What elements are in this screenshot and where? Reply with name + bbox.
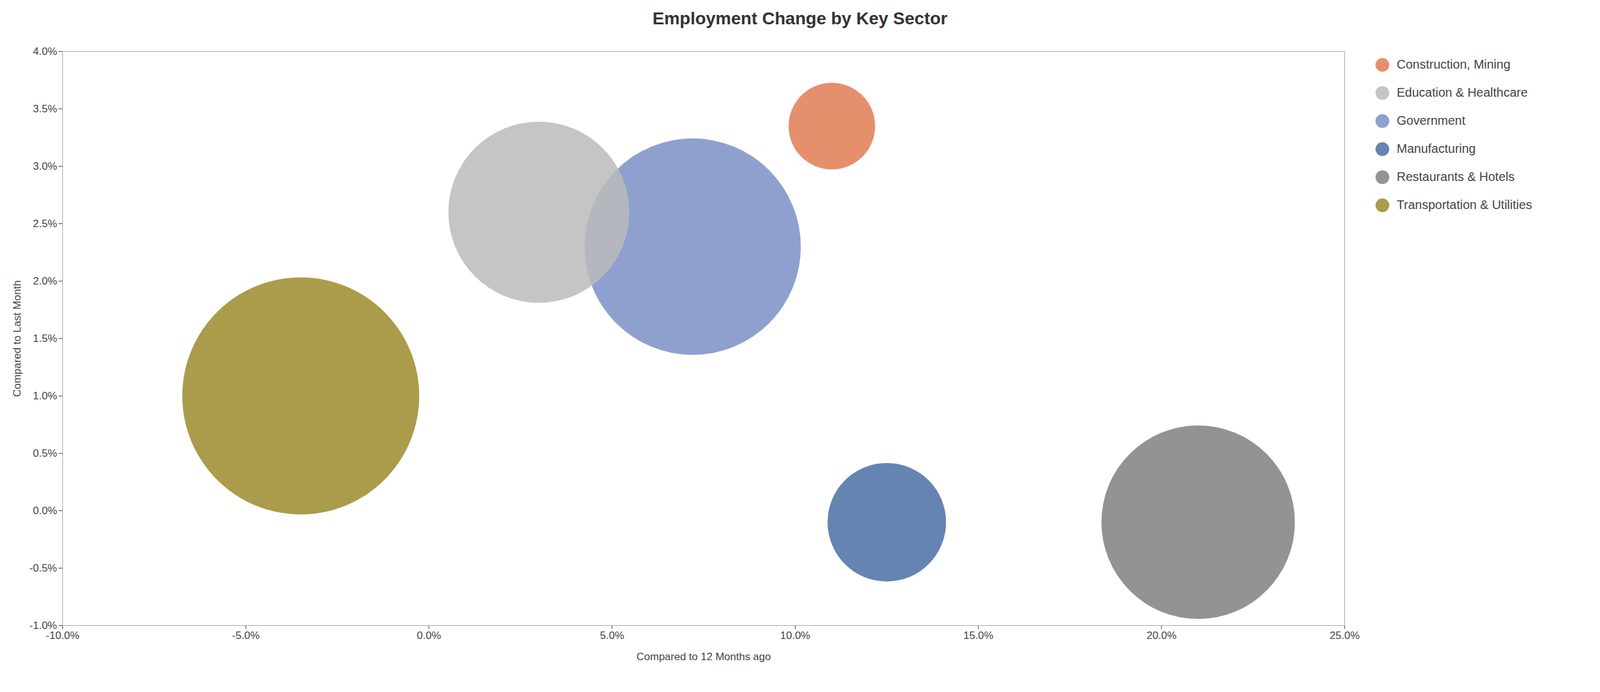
svg-text:10.0%: 10.0% (780, 629, 810, 641)
svg-text:3.0%: 3.0% (33, 160, 58, 173)
svg-text:2.0%: 2.0% (33, 274, 58, 287)
svg-text:0.5%: 0.5% (33, 447, 58, 459)
svg-text:Compared to Last Month: Compared to Last Month (11, 279, 24, 397)
svg-text:20.0%: 20.0% (1146, 629, 1177, 641)
html-text:Employment Change by Key Secto: Employment Change by Key Sector (652, 8, 948, 29)
svg-text:-0.5%: -0.5% (29, 561, 57, 574)
svg-text:0.0%: 0.0% (33, 504, 58, 517)
svg-text:Compared to 12 Months ago: Compared to 12 Months ago (636, 650, 771, 663)
html-text:Transportation & Utilities: Transportation & Utilities (1396, 197, 1533, 212)
svg-text:25.0%: 25.0% (1329, 629, 1360, 641)
html-text:Education & Healthcare: Education & Healthcare (1396, 85, 1528, 100)
svg-text:15.0%: 15.0% (963, 629, 994, 641)
svg-text:-10.0%: -10.0% (46, 629, 80, 641)
svg-text:2.5%: 2.5% (33, 217, 58, 230)
svg-text:4.0%: 4.0% (33, 45, 58, 58)
svg-text:1.5%: 1.5% (33, 332, 58, 345)
svg-text:-5.0%: -5.0% (231, 629, 260, 641)
svg-text:5.0%: 5.0% (599, 629, 625, 641)
html-text:Construction, Mining: Construction, Mining (1396, 57, 1511, 72)
svg-text:0.0%: 0.0% (417, 629, 442, 641)
html-text:Restaurants & Hotels: Restaurants & Hotels (1396, 169, 1515, 184)
svg-text:-1.0%: -1.0% (29, 619, 58, 631)
html-text:Government: Government (1396, 113, 1466, 128)
html-text:Manufacturing: Manufacturing (1396, 141, 1476, 156)
svg-text:3.5%: 3.5% (33, 102, 58, 115)
svg-text:1.0%: 1.0% (33, 389, 58, 402)
